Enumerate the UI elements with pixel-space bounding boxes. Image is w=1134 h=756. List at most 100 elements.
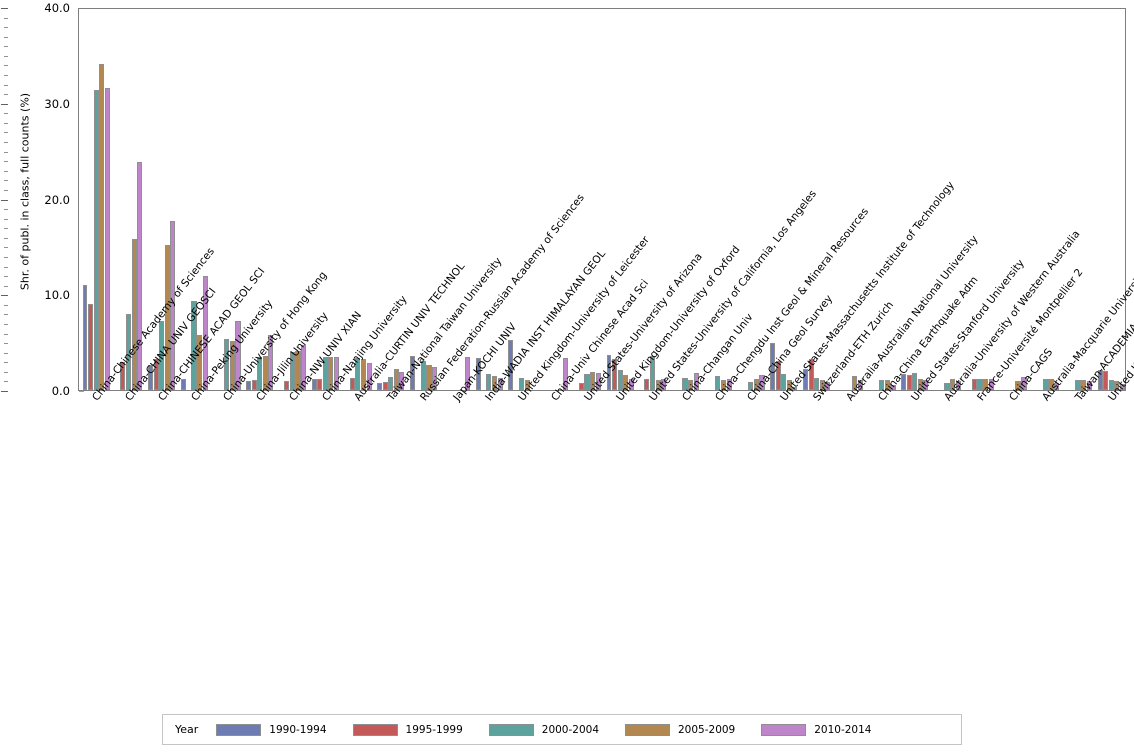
bar (131, 238, 137, 390)
y-tick-minor (4, 36, 8, 38)
y-tick-minor (4, 237, 8, 239)
bar (884, 380, 890, 390)
bar (246, 381, 252, 390)
bar (720, 380, 727, 390)
bar (311, 379, 317, 390)
legend-item[interactable]: 2005-2009 (625, 723, 735, 736)
bar (235, 321, 241, 390)
bar (82, 284, 88, 390)
bars-layer (79, 9, 1125, 390)
bar-group (541, 9, 569, 390)
bar-group (345, 9, 373, 390)
bar (322, 356, 328, 390)
bar (410, 355, 416, 390)
bar-group (770, 9, 798, 390)
bar (923, 380, 929, 390)
bar (328, 357, 334, 390)
y-tick-minor (4, 161, 8, 163)
y-tick-major (1, 103, 8, 105)
legend-item[interactable]: 2010-2014 (761, 723, 872, 736)
bar (257, 356, 263, 390)
y-tick-minor (4, 65, 8, 67)
bar (519, 377, 525, 390)
y-tick-minor (4, 142, 8, 144)
y-tick-minor (4, 285, 8, 287)
y-tick-minor (4, 189, 8, 191)
bar (382, 381, 388, 390)
y-tick-minor (4, 352, 8, 354)
bar (617, 369, 623, 390)
bar (661, 378, 667, 390)
bar (803, 368, 808, 390)
bar-group (901, 9, 929, 390)
y-tick-label: 20.0 (44, 192, 70, 207)
bar (393, 368, 399, 390)
y-tick-minor (4, 256, 8, 258)
bar (1097, 369, 1103, 390)
bar (988, 378, 994, 390)
y-tick-minor (4, 228, 8, 230)
bar-group (836, 9, 864, 390)
y-tick-minor (4, 27, 8, 29)
bar-group (246, 9, 274, 390)
bar (1081, 380, 1087, 390)
legend-label: 2010-2014 (814, 723, 872, 736)
bar (486, 373, 492, 390)
bar-group (180, 9, 209, 390)
legend: Year 1990-1994 1995-1999 2000-2004 2005-200… (162, 714, 962, 745)
y-tick-minor (4, 132, 8, 134)
bar (770, 343, 776, 390)
y-tick-minor (4, 276, 8, 278)
y-tick-minor (4, 209, 8, 211)
bar (1048, 379, 1054, 390)
bar-group (377, 9, 405, 390)
bar (628, 378, 634, 390)
bar-group (639, 9, 667, 390)
bar (814, 377, 820, 390)
bar (475, 358, 481, 390)
bar (268, 335, 274, 390)
bar (262, 355, 268, 390)
bar (857, 380, 863, 390)
bar-group (475, 9, 504, 390)
bar (906, 374, 912, 390)
y-tick-minor (4, 151, 8, 153)
bar-group (967, 9, 995, 390)
y-tick-major (1, 295, 8, 297)
bar (688, 380, 694, 390)
bar (578, 383, 584, 390)
bar (983, 378, 989, 390)
bar (388, 376, 394, 390)
legend-swatch (488, 723, 534, 736)
bar (301, 345, 307, 390)
bar (786, 380, 792, 390)
y-tick-minor (4, 94, 8, 96)
bar (93, 90, 99, 390)
bar (164, 245, 170, 390)
legend-item[interactable]: 1995-1999 (352, 723, 463, 736)
bar (355, 358, 361, 390)
bar (525, 380, 531, 390)
legend-item[interactable]: 2000-2004 (488, 723, 599, 736)
bar (153, 359, 159, 390)
y-tick-minor (4, 218, 8, 220)
y-tick-minor (4, 55, 8, 57)
y-tick-label: 40.0 (44, 1, 70, 15)
legend-item[interactable]: 1990-1994 (216, 723, 327, 736)
bar (851, 375, 858, 390)
bar (377, 382, 383, 390)
y-tick-minor (4, 17, 8, 19)
bar (715, 375, 721, 390)
bar (295, 350, 301, 390)
bar-group (705, 9, 733, 390)
bar (753, 379, 759, 390)
bar (426, 365, 432, 390)
bar-group (1097, 9, 1126, 390)
bar (759, 374, 765, 390)
bar (464, 357, 470, 390)
bar (1054, 383, 1060, 390)
y-tick-minor (4, 180, 8, 182)
legend-swatch (625, 723, 670, 736)
bar (977, 378, 983, 390)
